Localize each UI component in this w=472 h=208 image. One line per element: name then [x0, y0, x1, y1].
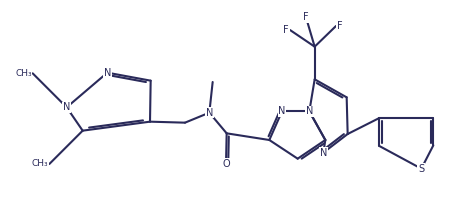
Text: CH₃: CH₃: [15, 69, 32, 78]
Text: N: N: [306, 106, 313, 116]
Text: F: F: [303, 12, 309, 22]
Text: F: F: [337, 21, 343, 31]
Text: N: N: [278, 106, 286, 116]
Text: N: N: [104, 68, 111, 78]
Text: O: O: [222, 159, 230, 169]
Text: S: S: [418, 164, 424, 174]
Text: N: N: [320, 148, 327, 158]
Text: N: N: [206, 108, 213, 118]
Text: N: N: [63, 102, 70, 112]
Text: F: F: [283, 25, 289, 35]
Text: CH₃: CH₃: [32, 160, 48, 168]
